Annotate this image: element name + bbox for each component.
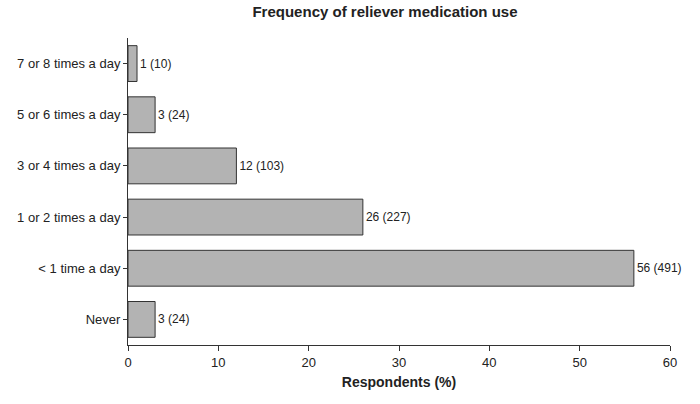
- svg-text:1 (10): 1 (10): [140, 57, 171, 71]
- svg-text:0: 0: [124, 355, 131, 370]
- svg-text:10: 10: [211, 355, 225, 370]
- svg-text:Frequency of reliever medicati: Frequency of reliever medication use: [252, 3, 517, 20]
- svg-text:30: 30: [392, 355, 406, 370]
- svg-text:56 (491): 56 (491): [637, 261, 682, 275]
- svg-text:20: 20: [301, 355, 315, 370]
- svg-text:26 (227): 26 (227): [366, 210, 411, 224]
- svg-text:12 (103): 12 (103): [239, 159, 284, 173]
- svg-text:5 or 6 times a day: 5 or 6 times a day: [17, 107, 121, 122]
- svg-text:3 or 4 times a day: 3 or 4 times a day: [17, 158, 121, 173]
- svg-text:< 1 time a day: < 1 time a day: [38, 261, 121, 276]
- svg-text:40: 40: [482, 355, 496, 370]
- svg-text:3 (24): 3 (24): [158, 108, 189, 122]
- svg-text:50: 50: [572, 355, 586, 370]
- svg-text:7 or 8 times a day: 7 or 8 times a day: [17, 56, 121, 71]
- svg-text:1 or 2 times a day: 1 or 2 times a day: [17, 210, 121, 225]
- svg-text:60: 60: [663, 355, 677, 370]
- svg-text:Respondents (%): Respondents (%): [342, 374, 456, 390]
- svg-text:3 (24): 3 (24): [158, 312, 189, 326]
- svg-text:Never: Never: [86, 312, 121, 327]
